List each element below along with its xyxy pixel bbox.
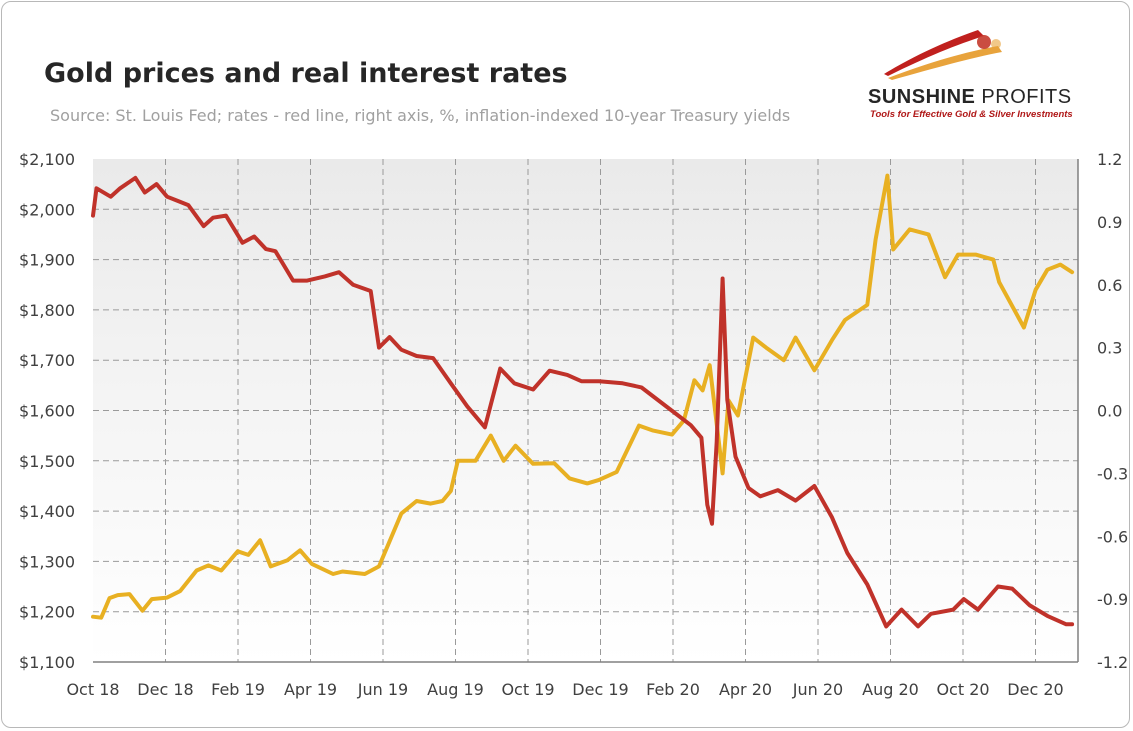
real-rate-line bbox=[91, 175, 1075, 629]
gold-price-line bbox=[91, 173, 1075, 620]
y-left-tick-label: $2,100 bbox=[19, 150, 75, 169]
y-right-tick-label: 0.9 bbox=[1097, 213, 1122, 232]
y-left-tick-label: $2,000 bbox=[19, 200, 75, 219]
x-tick-label: Apr 19 bbox=[284, 680, 337, 699]
logo-tagline: Tools for Effective Gold & Silver Invest… bbox=[870, 109, 1073, 120]
logo-swoosh-gold bbox=[888, 46, 1002, 80]
x-tick-label: Dec 19 bbox=[572, 680, 628, 699]
y-left-tick-label: $1,800 bbox=[19, 301, 75, 320]
logo-wordmark: SUNSHINE PROFITS bbox=[868, 86, 1072, 109]
sunshine-profits-logo-graphic bbox=[884, 30, 1002, 80]
page-subtitle: Source: St. Louis Fed; rates - red line,… bbox=[50, 106, 791, 125]
x-tick-label: Feb 20 bbox=[646, 680, 700, 699]
y-right-tick-label: -0.3 bbox=[1097, 464, 1128, 483]
y-right-tick-label: -0.9 bbox=[1097, 590, 1128, 609]
y-right-tick-label: 1.2 bbox=[1097, 150, 1122, 169]
y-right-tick-label: 0.0 bbox=[1097, 402, 1122, 421]
y-right-tick-label: 0.3 bbox=[1097, 339, 1122, 358]
page-title: Gold prices and real interest rates bbox=[44, 58, 568, 89]
y-right-tick-label: 0.6 bbox=[1097, 276, 1122, 295]
logo-swoosh-red bbox=[884, 30, 984, 76]
logo-sun-glow-icon bbox=[991, 39, 1001, 49]
y-left-tick-label: $1,400 bbox=[19, 502, 75, 521]
logo-sun-icon bbox=[977, 35, 991, 49]
logo-word-bold: SUNSHINE bbox=[868, 86, 976, 108]
logo-word-light: PROFITS bbox=[975, 86, 1072, 108]
y-left-tick-label: $1,200 bbox=[19, 603, 75, 622]
y-right-tick-label: -0.6 bbox=[1097, 527, 1128, 546]
x-tick-label: Aug 20 bbox=[862, 680, 919, 699]
x-tick-label: Dec 18 bbox=[137, 680, 193, 699]
y-left-tick-label: $1,100 bbox=[19, 653, 75, 672]
x-tick-label: Jun 19 bbox=[357, 680, 408, 699]
x-tick-label: Oct 20 bbox=[936, 680, 989, 699]
x-tick-label: Feb 19 bbox=[211, 680, 265, 699]
y-right-tick-label: -1.2 bbox=[1097, 653, 1128, 672]
y-left-tick-label: $1,900 bbox=[19, 251, 75, 270]
x-tick-label: Oct 19 bbox=[501, 680, 554, 699]
x-tick-label: Apr 20 bbox=[719, 680, 772, 699]
y-left-tick-label: $1,700 bbox=[19, 351, 75, 370]
x-tick-label: Aug 19 bbox=[427, 680, 484, 699]
y-left-tick-label: $1,500 bbox=[19, 452, 75, 471]
y-left-tick-label: $1,600 bbox=[19, 402, 75, 421]
x-tick-label: Oct 18 bbox=[66, 680, 119, 699]
x-tick-label: Jun 20 bbox=[792, 680, 843, 699]
x-tick-label: Dec 20 bbox=[1007, 680, 1063, 699]
y-left-tick-label: $1,300 bbox=[19, 552, 75, 571]
